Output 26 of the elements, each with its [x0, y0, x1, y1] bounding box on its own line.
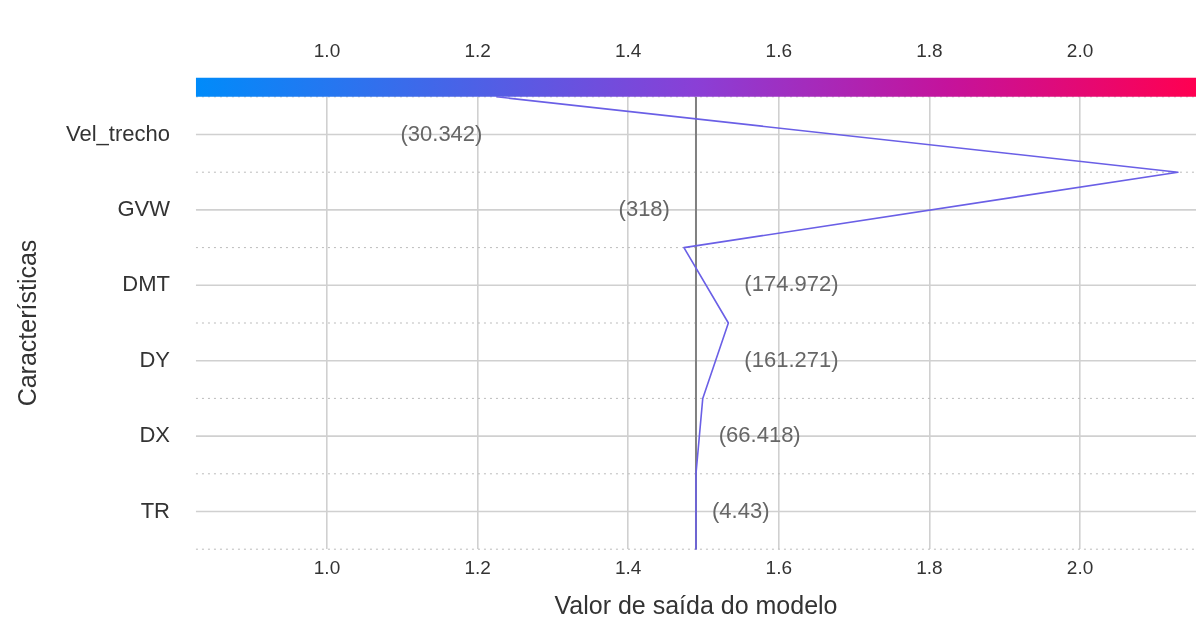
x-tick-label: 2.0: [1066, 556, 1094, 578]
y-tick-label: TR: [140, 497, 170, 523]
x2-tick-label: 1.8: [916, 39, 943, 61]
x-tick-label: 1.4: [615, 556, 642, 578]
annotation: (174.972): [744, 271, 839, 297]
x-tick-label: 1.0: [313, 556, 341, 578]
y-tick-label: Vel_trecho: [65, 120, 170, 146]
x2-tick-label: 1.2: [464, 39, 491, 61]
annotation: (4.43): [711, 497, 770, 523]
x2-tick-label: 1.4: [615, 39, 642, 61]
x2-tick-label: 1.0: [313, 39, 341, 61]
y-tick-label: DMT: [122, 271, 170, 297]
y-tick-label: DX: [139, 422, 171, 448]
x-tick-label: 1.8: [916, 556, 943, 578]
annotation: (161.271): [744, 346, 839, 372]
x2-tick-label: 2.0: [1066, 39, 1094, 61]
annotation: (318): [618, 195, 670, 221]
x-axis-title: Valor de saída do modelo: [554, 590, 838, 619]
y-tick-label: DY: [139, 346, 171, 372]
y-axis-title: Características: [12, 239, 41, 407]
x-tick-label: 1.6: [765, 556, 793, 578]
x2-tick-label: 1.6: [765, 39, 793, 61]
annotation: (66.418): [718, 422, 801, 448]
annotation: (30.342): [400, 120, 483, 146]
x-tick-label: 1.2: [464, 556, 491, 578]
y-tick-label: GVW: [117, 195, 171, 221]
